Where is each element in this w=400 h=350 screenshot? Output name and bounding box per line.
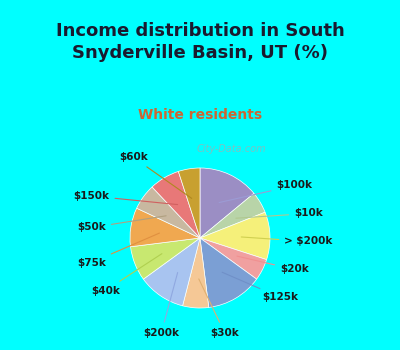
Wedge shape bbox=[200, 194, 265, 238]
Text: $10k: $10k bbox=[236, 209, 323, 218]
Text: $150k: $150k bbox=[74, 191, 178, 205]
Wedge shape bbox=[200, 238, 266, 279]
Text: $100k: $100k bbox=[219, 181, 312, 203]
Text: > $200k: > $200k bbox=[241, 237, 333, 246]
Wedge shape bbox=[200, 212, 270, 260]
Wedge shape bbox=[200, 168, 254, 238]
Text: City-Data.com: City-Data.com bbox=[197, 144, 266, 154]
Wedge shape bbox=[182, 238, 209, 308]
Text: $20k: $20k bbox=[237, 256, 309, 274]
Wedge shape bbox=[130, 238, 200, 279]
Text: Income distribution in South
Snyderville Basin, UT (%): Income distribution in South Snyderville… bbox=[56, 22, 344, 62]
Text: $60k: $60k bbox=[119, 153, 192, 198]
Wedge shape bbox=[178, 168, 200, 238]
Text: White residents: White residents bbox=[138, 108, 262, 122]
Wedge shape bbox=[137, 187, 200, 238]
Wedge shape bbox=[143, 238, 200, 306]
Wedge shape bbox=[130, 208, 200, 247]
Text: $50k: $50k bbox=[77, 216, 166, 232]
Wedge shape bbox=[152, 172, 200, 238]
Text: $75k: $75k bbox=[77, 233, 160, 267]
Text: $125k: $125k bbox=[222, 272, 298, 302]
Text: $30k: $30k bbox=[199, 279, 239, 337]
Text: $200k: $200k bbox=[144, 273, 180, 337]
Wedge shape bbox=[200, 238, 257, 307]
Text: $40k: $40k bbox=[91, 254, 162, 295]
